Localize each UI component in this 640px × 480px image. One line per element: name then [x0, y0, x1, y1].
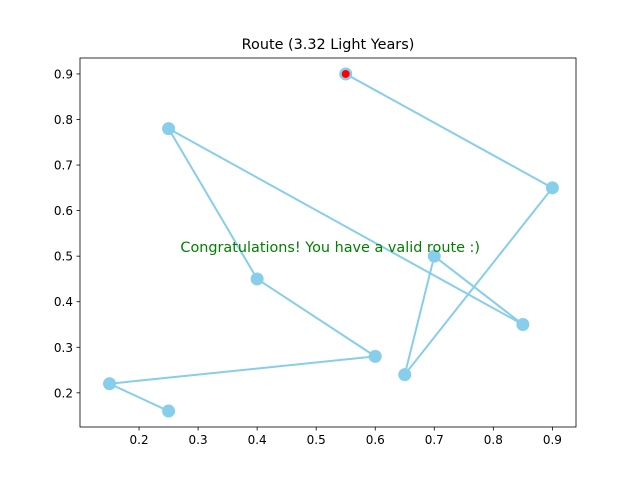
route-point-10: [162, 404, 176, 418]
route-point-6: [162, 122, 176, 136]
route-point-3: [398, 368, 412, 382]
route-point-2: [545, 181, 559, 195]
x-tick-label: 0.5: [307, 433, 326, 447]
x-tick-label: 0.7: [425, 433, 444, 447]
plot-area: [103, 67, 559, 418]
y-tick-label: 0.8: [54, 113, 73, 127]
x-tick-label: 0.8: [484, 433, 503, 447]
x-tick-label: 0.9: [543, 433, 562, 447]
y-tick-label: 0.4: [54, 295, 73, 309]
x-axis: 0.2 0.3 0.4 0.5 0.6 0.7 0.8 0.9: [130, 427, 562, 447]
y-tick-label: 0.5: [54, 250, 73, 264]
x-tick-label: 0.3: [189, 433, 208, 447]
start-point-marker: [341, 69, 350, 78]
x-tick-label: 0.2: [130, 433, 149, 447]
y-tick-label: 0.7: [54, 159, 73, 173]
route-point-4: [427, 249, 441, 263]
y-axis: 0.2 0.3 0.4 0.5 0.6 0.7 0.8 0.9: [54, 67, 80, 400]
route-line: [108, 72, 554, 413]
route-point-7: [250, 272, 264, 286]
route-point-9: [103, 377, 117, 391]
axes-frame: [79, 57, 577, 428]
y-tick-label: 0.3: [54, 341, 73, 355]
y-tick-label: 0.2: [54, 386, 73, 400]
x-tick-label: 0.6: [366, 433, 385, 447]
success-annotation: Congratulations! You have a valid route …: [180, 240, 480, 256]
y-tick-label: 0.6: [54, 204, 73, 218]
route-point-8: [368, 349, 382, 363]
chart-title: Route (3.32 Light Years): [242, 37, 415, 53]
y-tick-label: 0.9: [54, 67, 73, 81]
route-point-5: [516, 318, 530, 331]
x-tick-label: 0.4: [248, 433, 267, 447]
